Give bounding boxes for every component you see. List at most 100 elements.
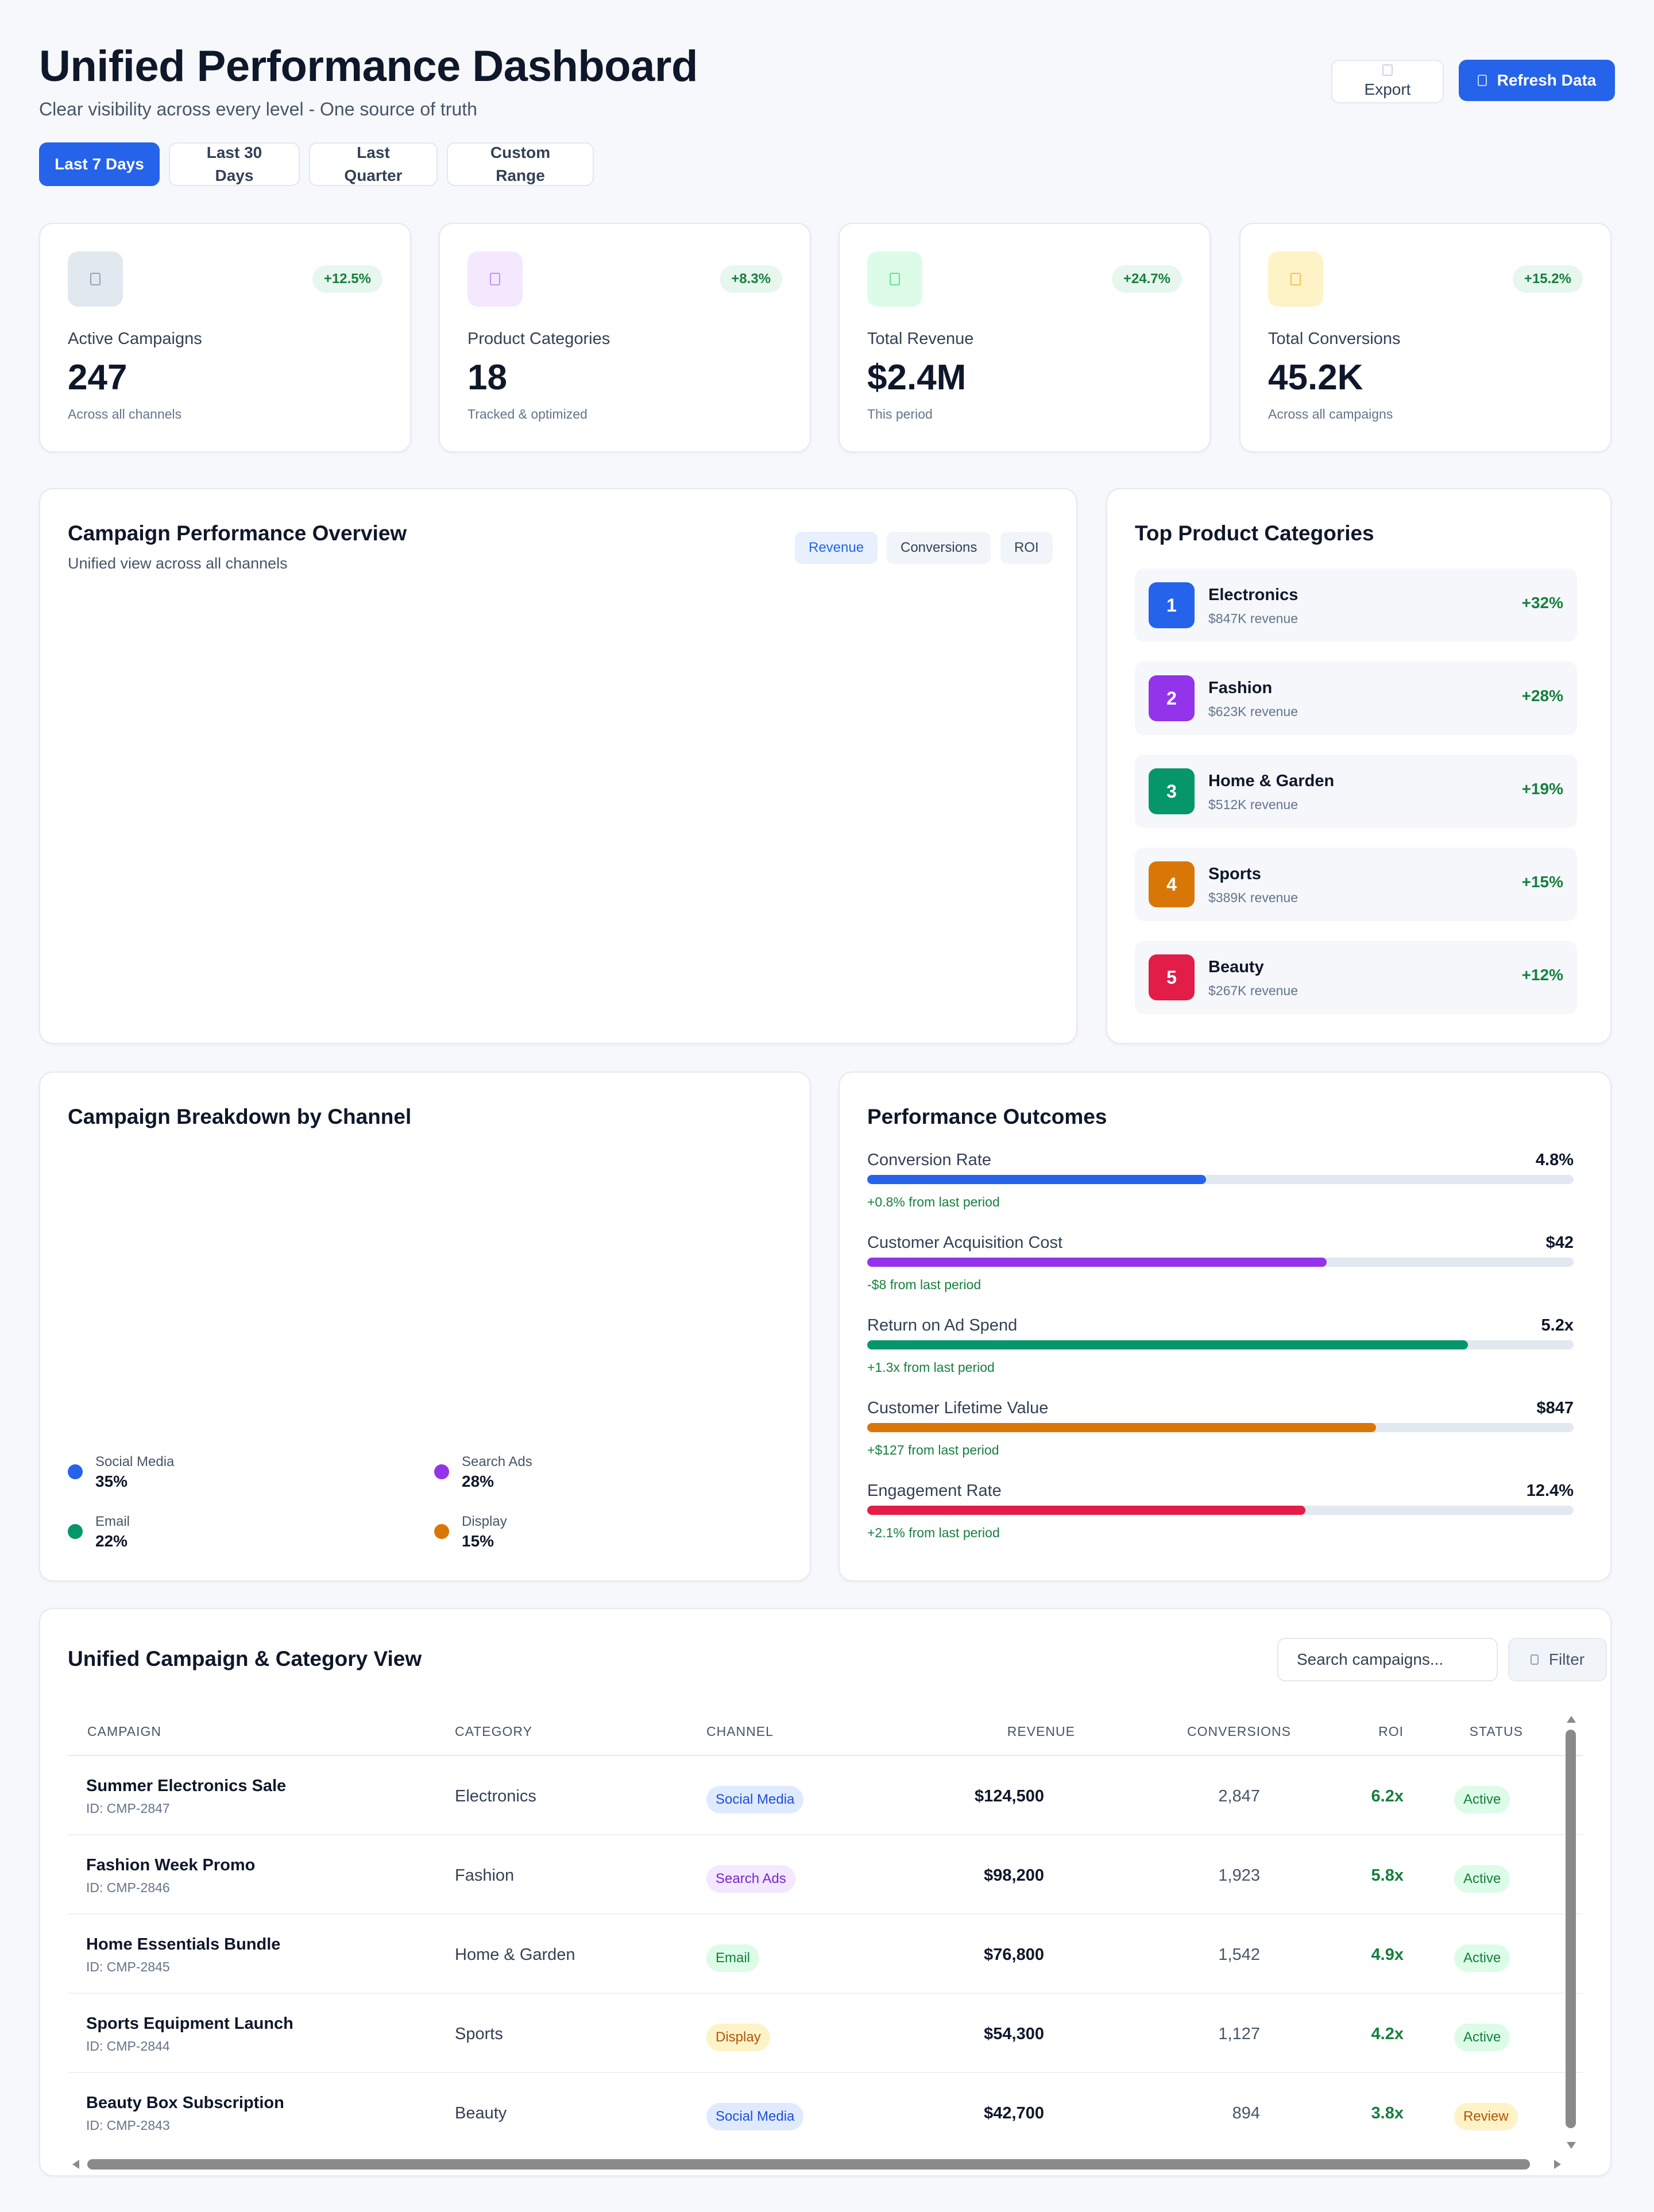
metric-label: Return on Ad Spend xyxy=(867,1316,1018,1335)
unified-campaign-table-card: Unified Campaign & Category View Search … xyxy=(39,1608,1612,2176)
status-badge: Active xyxy=(1454,1786,1510,1813)
campaign-name: Fashion Week Promo xyxy=(86,1856,256,1874)
legend-name: Search Ads xyxy=(462,1454,532,1469)
revenue-icon xyxy=(867,252,922,307)
kpi-card-product-categories: +8.3% Product Categories 18 Tracked & op… xyxy=(439,223,811,453)
rank-badge: 4 xyxy=(1149,861,1195,907)
campaign-performance-overview: Campaign Performance Overview Unified vi… xyxy=(39,488,1077,1044)
section-subtitle: Unified view across all channels xyxy=(68,555,288,572)
category-growth: +28% xyxy=(1521,687,1563,705)
vertical-scroll-thumb[interactable] xyxy=(1566,1730,1576,2128)
metric-label: Conversion Rate xyxy=(867,1151,991,1169)
rank-badge: 1 xyxy=(1149,582,1195,628)
metric-label: Engagement Rate xyxy=(867,1482,1002,1500)
kpi-value: 18 xyxy=(467,358,507,397)
legend-dot xyxy=(68,1464,83,1479)
column-header-roi[interactable]: ROI xyxy=(1378,1724,1404,1739)
column-header-status[interactable]: STATUS xyxy=(1469,1724,1523,1739)
metric-label: Customer Acquisition Cost xyxy=(867,1233,1063,1252)
campaign-id: ID: CMP-2845 xyxy=(86,1959,170,1974)
progress-track xyxy=(867,1340,1574,1349)
campaign-breakdown-by-channel: Campaign Breakdown by Channel Social Med… xyxy=(39,1072,811,1581)
table-row[interactable]: Summer Electronics Sale ID: CMP-2847 Ele… xyxy=(68,1756,1583,1835)
metric-change: +$127 from last period xyxy=(867,1443,999,1457)
category-item-beauty[interactable]: 5 Beauty $267K revenue +12% xyxy=(1135,941,1577,1014)
metric-value: 5.2x xyxy=(1541,1316,1574,1335)
search-input[interactable]: Search campaigns... xyxy=(1277,1638,1498,1681)
category-item-sports[interactable]: 4 Sports $389K revenue +15% xyxy=(1135,848,1577,921)
kpi-subtext: Tracked & optimized xyxy=(467,407,588,421)
channel-badge: Email xyxy=(706,1944,760,1972)
top-product-categories: Top Product Categories 1 Electronics $84… xyxy=(1106,488,1612,1044)
campaign-name: Sports Equipment Launch xyxy=(86,2014,293,2033)
kpi-value: $2.4M xyxy=(867,358,967,397)
category-growth: +15% xyxy=(1521,873,1563,891)
table-row[interactable]: Sports Equipment Launch ID: CMP-2844 Spo… xyxy=(68,1994,1583,2073)
column-header-revenue[interactable]: REVENUE xyxy=(1007,1724,1075,1739)
legend-value: 15% xyxy=(462,1532,494,1550)
kpi-change-badge: +24.7% xyxy=(1111,265,1182,293)
section-title: Performance Outcomes xyxy=(867,1105,1107,1128)
scroll-down-arrow-icon[interactable] xyxy=(1567,2142,1576,2149)
category-growth: +12% xyxy=(1521,966,1563,984)
category-cell: Sports xyxy=(455,2025,503,2043)
campaign-id: ID: CMP-2846 xyxy=(86,1880,170,1895)
chip-revenue[interactable]: Revenue xyxy=(795,532,878,564)
progress-track xyxy=(867,1175,1574,1184)
legend-dot xyxy=(434,1464,449,1479)
category-item-fashion[interactable]: 2 Fashion $623K revenue +28% xyxy=(1135,662,1577,735)
status-badge: Active xyxy=(1454,1944,1510,1972)
table-row[interactable]: Beauty Box Subscription ID: CMP-2843 Bea… xyxy=(68,2073,1583,2133)
column-header-campaign[interactable]: CAMPAIGN xyxy=(87,1724,161,1739)
revenue-cell: $124,500 xyxy=(975,1787,1044,1805)
scroll-right-arrow-icon[interactable] xyxy=(1554,2160,1561,2169)
roi-cell: 4.9x xyxy=(1371,1946,1404,1964)
export-button[interactable]: Export xyxy=(1331,60,1444,103)
status-badge: Active xyxy=(1454,2024,1510,2051)
range-custom[interactable]: Custom Range xyxy=(447,142,594,186)
metric-change: +2.1% from last period xyxy=(867,1525,1000,1540)
table-row[interactable]: Home Essentials Bundle ID: CMP-2845 Home… xyxy=(68,1915,1583,1994)
category-revenue: $389K revenue xyxy=(1208,890,1299,905)
legend-value: 22% xyxy=(95,1532,128,1550)
legend-name: Social Media xyxy=(95,1454,175,1469)
kpi-subtext: Across all channels xyxy=(68,407,182,421)
rank-badge: 5 xyxy=(1149,954,1195,1000)
filter-button[interactable]: Filter xyxy=(1508,1638,1607,1681)
refresh-data-button[interactable]: Refresh Data xyxy=(1459,60,1615,101)
column-header-channel[interactable]: CHANNEL xyxy=(706,1724,774,1739)
column-header-conversions[interactable]: CONVERSIONS xyxy=(1187,1724,1291,1739)
rank-badge: 3 xyxy=(1149,768,1195,814)
revenue-cell: $54,300 xyxy=(984,2025,1044,2043)
legend-dot xyxy=(434,1524,449,1539)
legend-dot xyxy=(68,1524,83,1539)
range-label: Custom Range xyxy=(490,144,551,184)
chip-conversions[interactable]: Conversions xyxy=(887,532,991,564)
conversions-cell: 1,542 xyxy=(1218,1946,1260,1964)
category-item-electronics[interactable]: 1 Electronics $847K revenue +32% xyxy=(1135,569,1577,642)
metric-value: 4.8% xyxy=(1535,1151,1574,1169)
table-row[interactable]: Fashion Week Promo ID: CMP-2846 Fashion … xyxy=(68,1835,1583,1915)
scroll-up-arrow-icon[interactable] xyxy=(1567,1716,1576,1723)
channel-badge: Search Ads xyxy=(706,1865,795,1893)
progress-track xyxy=(867,1258,1574,1267)
scroll-left-arrow-icon[interactable] xyxy=(72,2160,79,2169)
kpi-change-badge: +8.3% xyxy=(720,265,782,293)
column-header-category[interactable]: CATEGORY xyxy=(455,1724,532,1739)
category-cell: Fashion xyxy=(455,1866,515,1885)
range-last-quarter[interactable]: Last Quarter xyxy=(309,142,438,186)
progress-fill xyxy=(867,1423,1376,1432)
range-last-30-days[interactable]: Last 30 Days xyxy=(169,142,300,186)
category-growth: +32% xyxy=(1521,594,1563,612)
range-last-7-days[interactable]: Last 7 Days xyxy=(39,142,160,186)
chip-roi[interactable]: ROI xyxy=(1000,532,1053,564)
kpi-subtext: This period xyxy=(867,407,933,421)
section-title: Top Product Categories xyxy=(1135,521,1374,545)
horizontal-scroll-thumb[interactable] xyxy=(87,2159,1530,2170)
conversions-cell: 1,923 xyxy=(1218,1866,1260,1885)
conversion-icon xyxy=(1268,252,1323,307)
campaign-name: Beauty Box Subscription xyxy=(86,2094,284,2112)
status-badge: Active xyxy=(1454,1865,1510,1893)
category-item-home-garden[interactable]: 3 Home & Garden $512K revenue +19% xyxy=(1135,755,1577,828)
category-name: Electronics xyxy=(1208,586,1299,604)
